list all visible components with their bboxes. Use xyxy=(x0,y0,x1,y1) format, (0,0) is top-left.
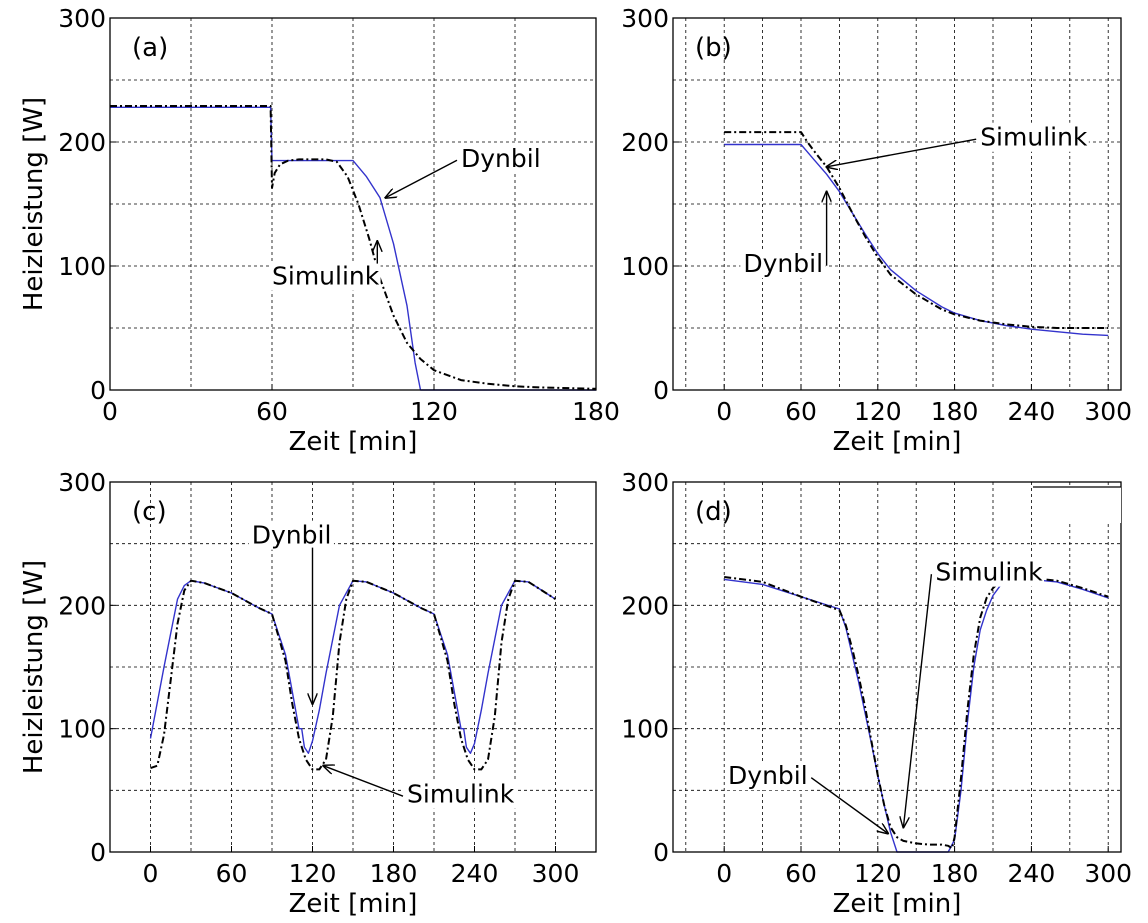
series-line-dynbil xyxy=(149,580,556,754)
annotation-label: Simulink xyxy=(407,780,515,809)
series-line-simulink xyxy=(724,131,1109,329)
y-tick-label: 100 xyxy=(621,252,669,281)
chart-panel: 0 60 120 180 240 300 0 100 200 300 (b) Zeit [min] Si… xyxy=(621,4,1132,457)
panel-tag: (d) xyxy=(695,497,732,527)
annotation-bg xyxy=(977,122,1089,152)
annotation-arrow xyxy=(323,766,404,797)
annotation-bg xyxy=(725,761,811,791)
x-axis-label: Zeit [min] xyxy=(289,427,418,457)
annotation-bg xyxy=(248,520,334,550)
y-axis-label: Heizleistung [W] xyxy=(19,97,49,311)
plot-frame xyxy=(109,481,597,853)
x-tick-label: 300 xyxy=(1084,397,1132,426)
annotation-arrow xyxy=(903,574,933,827)
series-line-dynbil xyxy=(110,106,596,391)
y-tick-label: 0 xyxy=(653,838,669,867)
annotation-label: Dynbil xyxy=(728,761,808,790)
y-tick-label: 200 xyxy=(58,128,106,157)
chart-panel: 0 60 120 180 0 100 200 300 (a) Zeit [min] Heizleis… xyxy=(19,4,620,457)
annotation-bg xyxy=(740,249,826,279)
y-tick-label: 300 xyxy=(58,468,106,497)
annotation-label: Dynbil xyxy=(252,521,332,550)
annotation-label: Dynbil xyxy=(461,144,541,173)
chart-panels: 0 60 120 180 0 100 200 300 (a) Zeit [min] Heizleis… xyxy=(19,4,1132,919)
series-line-simulink xyxy=(110,105,597,390)
plot-frame xyxy=(672,481,1122,853)
panel-tag: (a) xyxy=(132,33,168,63)
x-axis-label: Zeit [min] xyxy=(833,889,962,919)
y-tick-label: 0 xyxy=(653,376,669,405)
x-tick-label: 0 xyxy=(102,397,118,426)
x-axis-label: Zeit [min] xyxy=(833,427,962,457)
x-tick-label: 240 xyxy=(451,859,499,888)
x-tick-label: 60 xyxy=(256,397,288,426)
series-line-dynbil xyxy=(724,143,1109,337)
x-tick-label: 0 xyxy=(143,859,159,888)
x-tick-label: 120 xyxy=(410,397,458,426)
y-tick-label: 300 xyxy=(621,468,669,497)
annotation-bg xyxy=(932,557,1044,587)
annotation-bg xyxy=(404,779,516,809)
y-tick-label: 0 xyxy=(90,838,106,867)
chart-panel: 0 60 120 180 240 300 0 100 200 300 (c) Zeit [min] He… xyxy=(19,468,597,919)
plot-frame xyxy=(672,17,1122,391)
annotation-label: Simulink xyxy=(935,558,1043,587)
x-tick-label: 240 xyxy=(1008,397,1056,426)
x-tick-label: 0 xyxy=(716,397,732,426)
x-tick-label: 300 xyxy=(532,859,580,888)
y-tick-label: 100 xyxy=(58,252,106,281)
x-tick-label: 60 xyxy=(785,397,817,426)
y-tick-label: 100 xyxy=(58,715,106,744)
chart-panel: 0 60 120 180 240 300 0 100 200 300 (d) Zeit [min] Si… xyxy=(621,468,1132,919)
legend-remnant-box xyxy=(1033,487,1121,523)
x-tick-label: 180 xyxy=(572,397,620,426)
y-tick-label: 300 xyxy=(58,4,106,33)
series-line-simulink xyxy=(150,579,557,771)
annotation-label: Simulink xyxy=(272,262,380,291)
grid xyxy=(110,18,596,390)
y-tick-label: 200 xyxy=(621,591,669,620)
x-tick-label: 180 xyxy=(931,859,979,888)
annotation-bg xyxy=(269,261,381,291)
y-tick-label: 300 xyxy=(621,4,669,33)
x-tick-label: 60 xyxy=(216,859,248,888)
x-axis-label: Zeit [min] xyxy=(289,889,418,919)
y-tick-label: 200 xyxy=(58,591,106,620)
x-tick-label: 120 xyxy=(854,397,902,426)
x-tick-label: 240 xyxy=(1008,859,1056,888)
y-tick-label: 0 xyxy=(90,376,106,405)
y-tick-label: 100 xyxy=(621,715,669,744)
x-tick-label: 120 xyxy=(854,859,902,888)
panel-tag: (b) xyxy=(695,33,732,63)
grid xyxy=(673,18,1121,390)
annotation-arrow xyxy=(385,159,458,198)
x-tick-label: 180 xyxy=(370,859,418,888)
grid xyxy=(673,482,1121,852)
annotation-label: Simulink xyxy=(980,123,1088,152)
x-tick-label: 60 xyxy=(785,859,817,888)
x-tick-label: 180 xyxy=(931,397,979,426)
annotation-arrow xyxy=(827,138,977,167)
grid xyxy=(110,482,596,852)
x-tick-label: 120 xyxy=(289,859,337,888)
panel-tag: (c) xyxy=(132,497,167,527)
annotation-bg xyxy=(458,143,544,173)
plot-frame xyxy=(109,17,597,391)
annotation-label: Dynbil xyxy=(743,249,823,278)
x-tick-label: 300 xyxy=(1084,859,1132,888)
y-tick-label: 200 xyxy=(621,128,669,157)
annotation-arrow xyxy=(810,777,888,834)
x-tick-label: 0 xyxy=(716,859,732,888)
y-axis-label: Heizleistung [W] xyxy=(19,560,49,774)
